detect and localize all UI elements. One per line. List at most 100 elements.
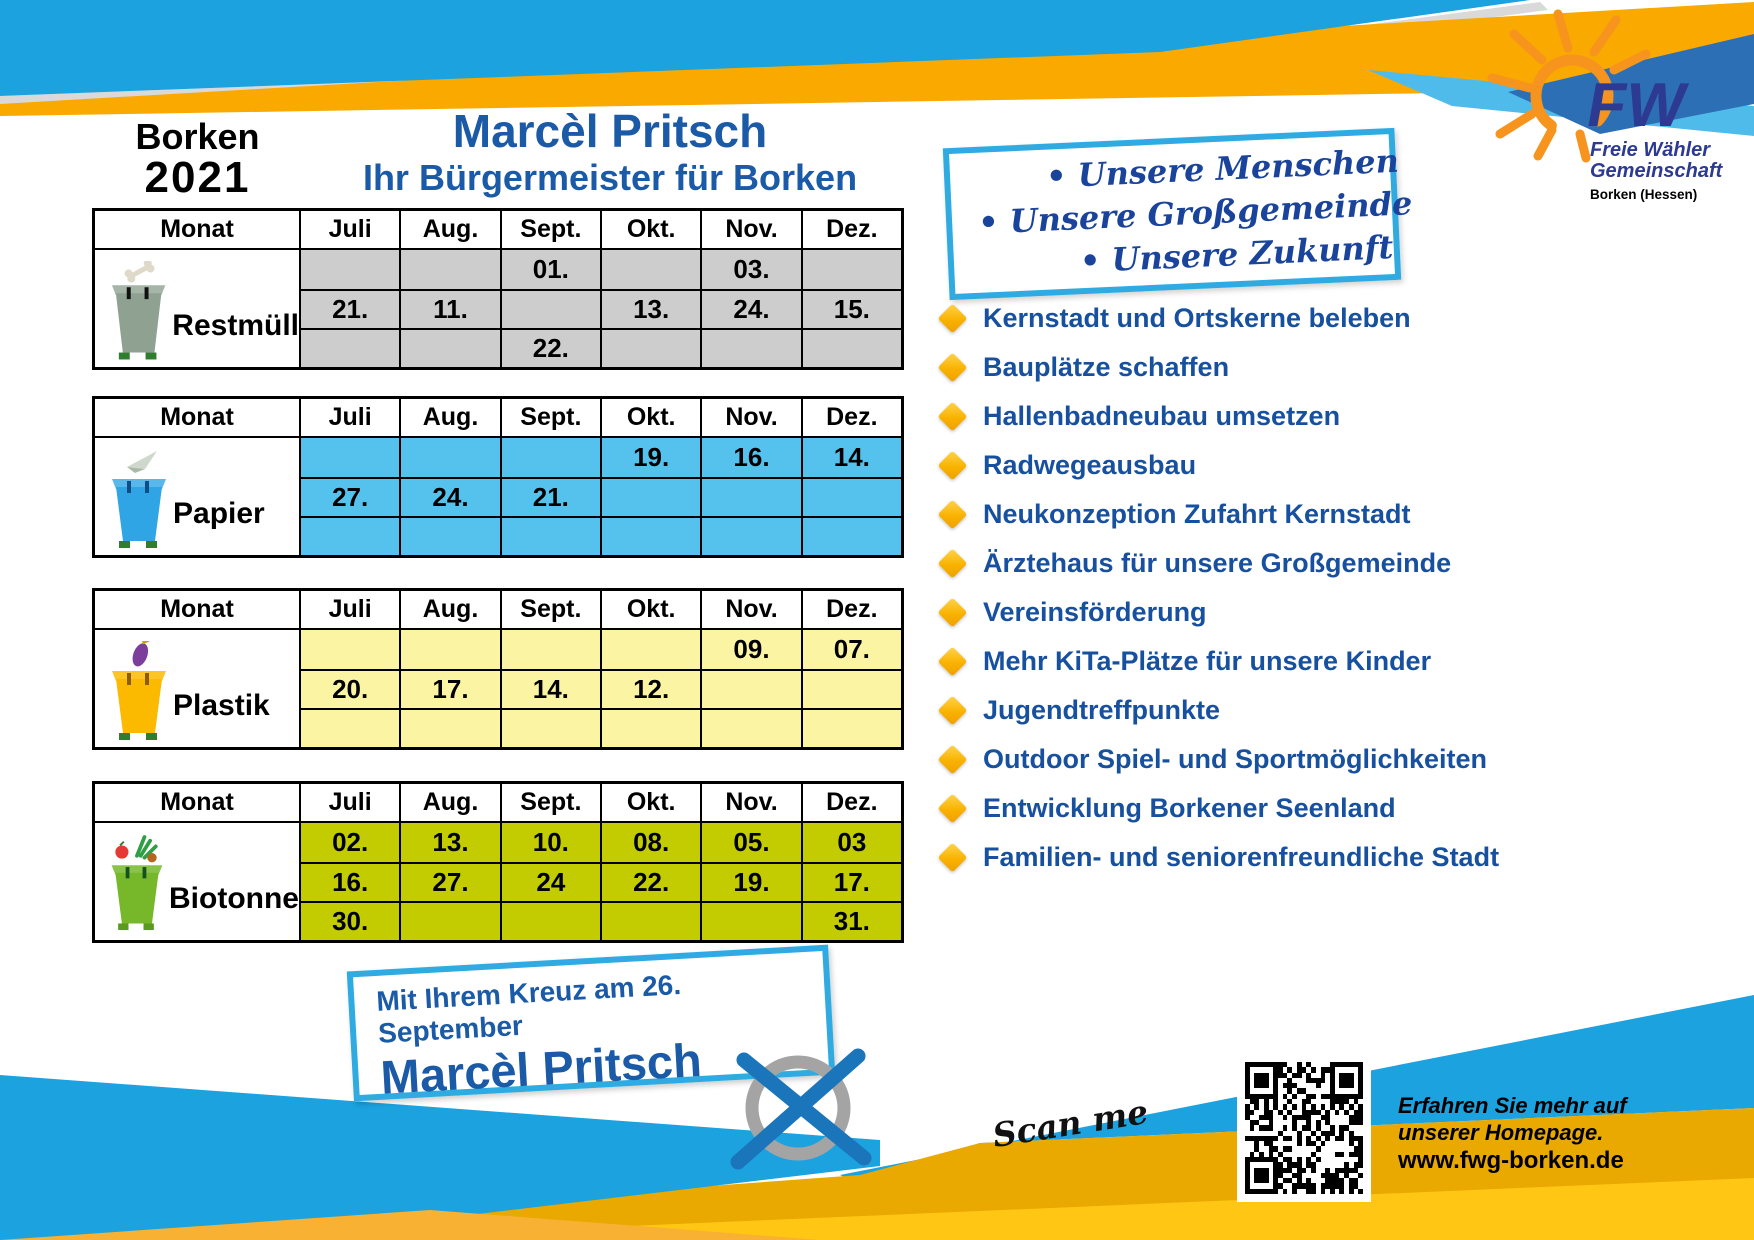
waste-type-cell: Plastik [95, 630, 299, 747]
topic-label: Familien- und seniorenfreundliche Stadt [983, 842, 1500, 872]
dates-grid: 09. 07. 20. 17. 14. 12. [299, 630, 901, 747]
date-cell [499, 630, 600, 669]
date-cell [499, 516, 600, 555]
date-cell: 03. [700, 250, 801, 289]
column-header: Monat [95, 399, 299, 436]
column-header: Aug. [399, 211, 500, 248]
topic-item: Jugendtreffpunkte [936, 695, 1536, 726]
column-header: Aug. [399, 784, 500, 821]
column-header: Dez. [800, 784, 901, 821]
column-header: Okt. [600, 591, 701, 628]
plastik-bin-icon [112, 641, 166, 740]
date-cell: 22. [499, 328, 600, 367]
fw-org-line2: Gemeinschaft [1590, 160, 1723, 182]
date-cell: 17. [800, 862, 901, 901]
homepage-line2: unserer Homepage. [1398, 1120, 1604, 1145]
date-cell [399, 516, 500, 555]
paper-plane-icon [127, 451, 157, 473]
date-cell [499, 438, 600, 477]
topic-label: Radwegeausbau [983, 450, 1197, 480]
candidate-name-title: Marcèl Pritsch [452, 105, 768, 157]
diamond-bullet-icon [937, 352, 968, 383]
column-header: Nov. [700, 784, 801, 821]
date-cell [299, 438, 400, 477]
date-cell: 09. [700, 630, 801, 669]
waste-type-label: Papier [173, 497, 265, 530]
topic-item: Bauplätze schaffen [936, 352, 1536, 383]
date-cell [299, 630, 400, 669]
date-cell: 30. [299, 901, 400, 940]
column-header: Dez. [800, 211, 901, 248]
diamond-bullet-icon [937, 548, 968, 579]
date-cell [800, 516, 901, 555]
date-cell [399, 630, 500, 669]
calendar-table-restmuell: Monat Juli Aug. Sept. Okt. Nov. Dez. Restmüll … [92, 208, 904, 370]
date-cell: 24. [399, 477, 500, 516]
topic-label: Outdoor Spiel- und Sportmöglichkeiten [983, 744, 1487, 774]
calendar-table-papier: Monat Juli Aug. Sept. Okt. Nov. Dez. Papier 19… [92, 396, 904, 558]
column-header: Monat [95, 784, 299, 821]
date-cell: 15. [800, 289, 901, 328]
sun-icon [1487, 9, 1651, 163]
date-cell [299, 708, 400, 747]
topic-item: Outdoor Spiel- und Sportmöglichkeiten [936, 744, 1536, 775]
vegetables-icon [115, 835, 158, 863]
qr-code-icon [1237, 1054, 1371, 1202]
column-header: Aug. [399, 591, 500, 628]
calendar-table-biotonne: Monat Juli Aug. Sept. Okt. Nov. Dez. Biotonne [92, 781, 904, 943]
column-header: Dez. [800, 399, 901, 436]
date-cell: 16. [700, 438, 801, 477]
column-header: Monat [95, 591, 299, 628]
dates-grid: 02. 13. 10. 08. 05. 03 16. 27. 24 22. 19. 17. 30. 31. [299, 823, 901, 940]
date-cell: 19. [700, 862, 801, 901]
date-cell [800, 708, 901, 747]
diamond-bullet-icon [937, 303, 968, 334]
topic-item: Ärztehaus für unsere Großgemeinde [936, 548, 1536, 579]
fw-org-line1: Freie Wähler [1590, 139, 1711, 161]
date-cell: 03 [800, 823, 901, 862]
topic-item: Kernstadt und Ortskerne beleben [936, 303, 1536, 334]
column-header: Monat [95, 211, 299, 248]
date-cell [600, 250, 701, 289]
date-cell [700, 328, 801, 367]
column-header: Aug. [399, 399, 500, 436]
date-cell: 08. [600, 823, 701, 862]
diamond-bullet-icon [937, 646, 968, 677]
candidate-subtitle: Ihr Bürgermeister für Borken [362, 157, 858, 198]
date-cell [800, 328, 901, 367]
date-cell [800, 250, 901, 289]
papier-bin-icon [112, 451, 166, 548]
date-cell: 22. [600, 862, 701, 901]
diamond-bullet-icon [937, 450, 968, 481]
diamond-bullet-icon [937, 793, 968, 824]
column-header: Okt. [600, 399, 701, 436]
topic-item: Entwicklung Borkener Seenland [936, 793, 1536, 824]
column-header: Sept. [499, 399, 600, 436]
calendar-table-plastik: Monat Juli Aug. Sept. Okt. Nov. Dez. Plastik 0… [92, 588, 904, 750]
date-cell [299, 250, 400, 289]
topic-item: Hallenbadneubau umsetzen [936, 401, 1536, 432]
date-cell: 17. [399, 669, 500, 708]
column-header: Nov. [700, 399, 801, 436]
date-cell: 20. [299, 669, 400, 708]
date-cell: 14. [499, 669, 600, 708]
date-cell: 14. [800, 438, 901, 477]
table-header-row: Monat Juli Aug. Sept. Okt. Nov. Dez. [95, 591, 901, 630]
date-cell: 27. [399, 862, 500, 901]
city-label: Borken [135, 116, 260, 157]
date-cell [299, 328, 400, 367]
date-cell [600, 328, 701, 367]
fw-org-name: Freie Wähler Gemeinschaft Borken (Hessen… [1590, 140, 1722, 205]
topic-label: Kernstadt und Ortskerne beleben [983, 303, 1411, 333]
column-header: Juli [299, 399, 400, 436]
topic-item: Neukonzeption Zufahrt Kernstadt [936, 499, 1536, 530]
eggplant-icon [132, 641, 151, 667]
date-cell [499, 901, 600, 940]
date-cell: 13. [399, 823, 500, 862]
waste-type-cell: Papier [95, 438, 299, 555]
table-header-row: Monat Juli Aug. Sept. Okt. Nov. Dez. [95, 784, 901, 823]
table-header-row: Monat Juli Aug. Sept. Okt. Nov. Dez. [95, 399, 901, 438]
date-cell: 24 [499, 862, 600, 901]
bone-icon [124, 261, 155, 283]
homepage-info: Erfahren Sie mehr auf unserer Homepage. … [1398, 1092, 1627, 1176]
